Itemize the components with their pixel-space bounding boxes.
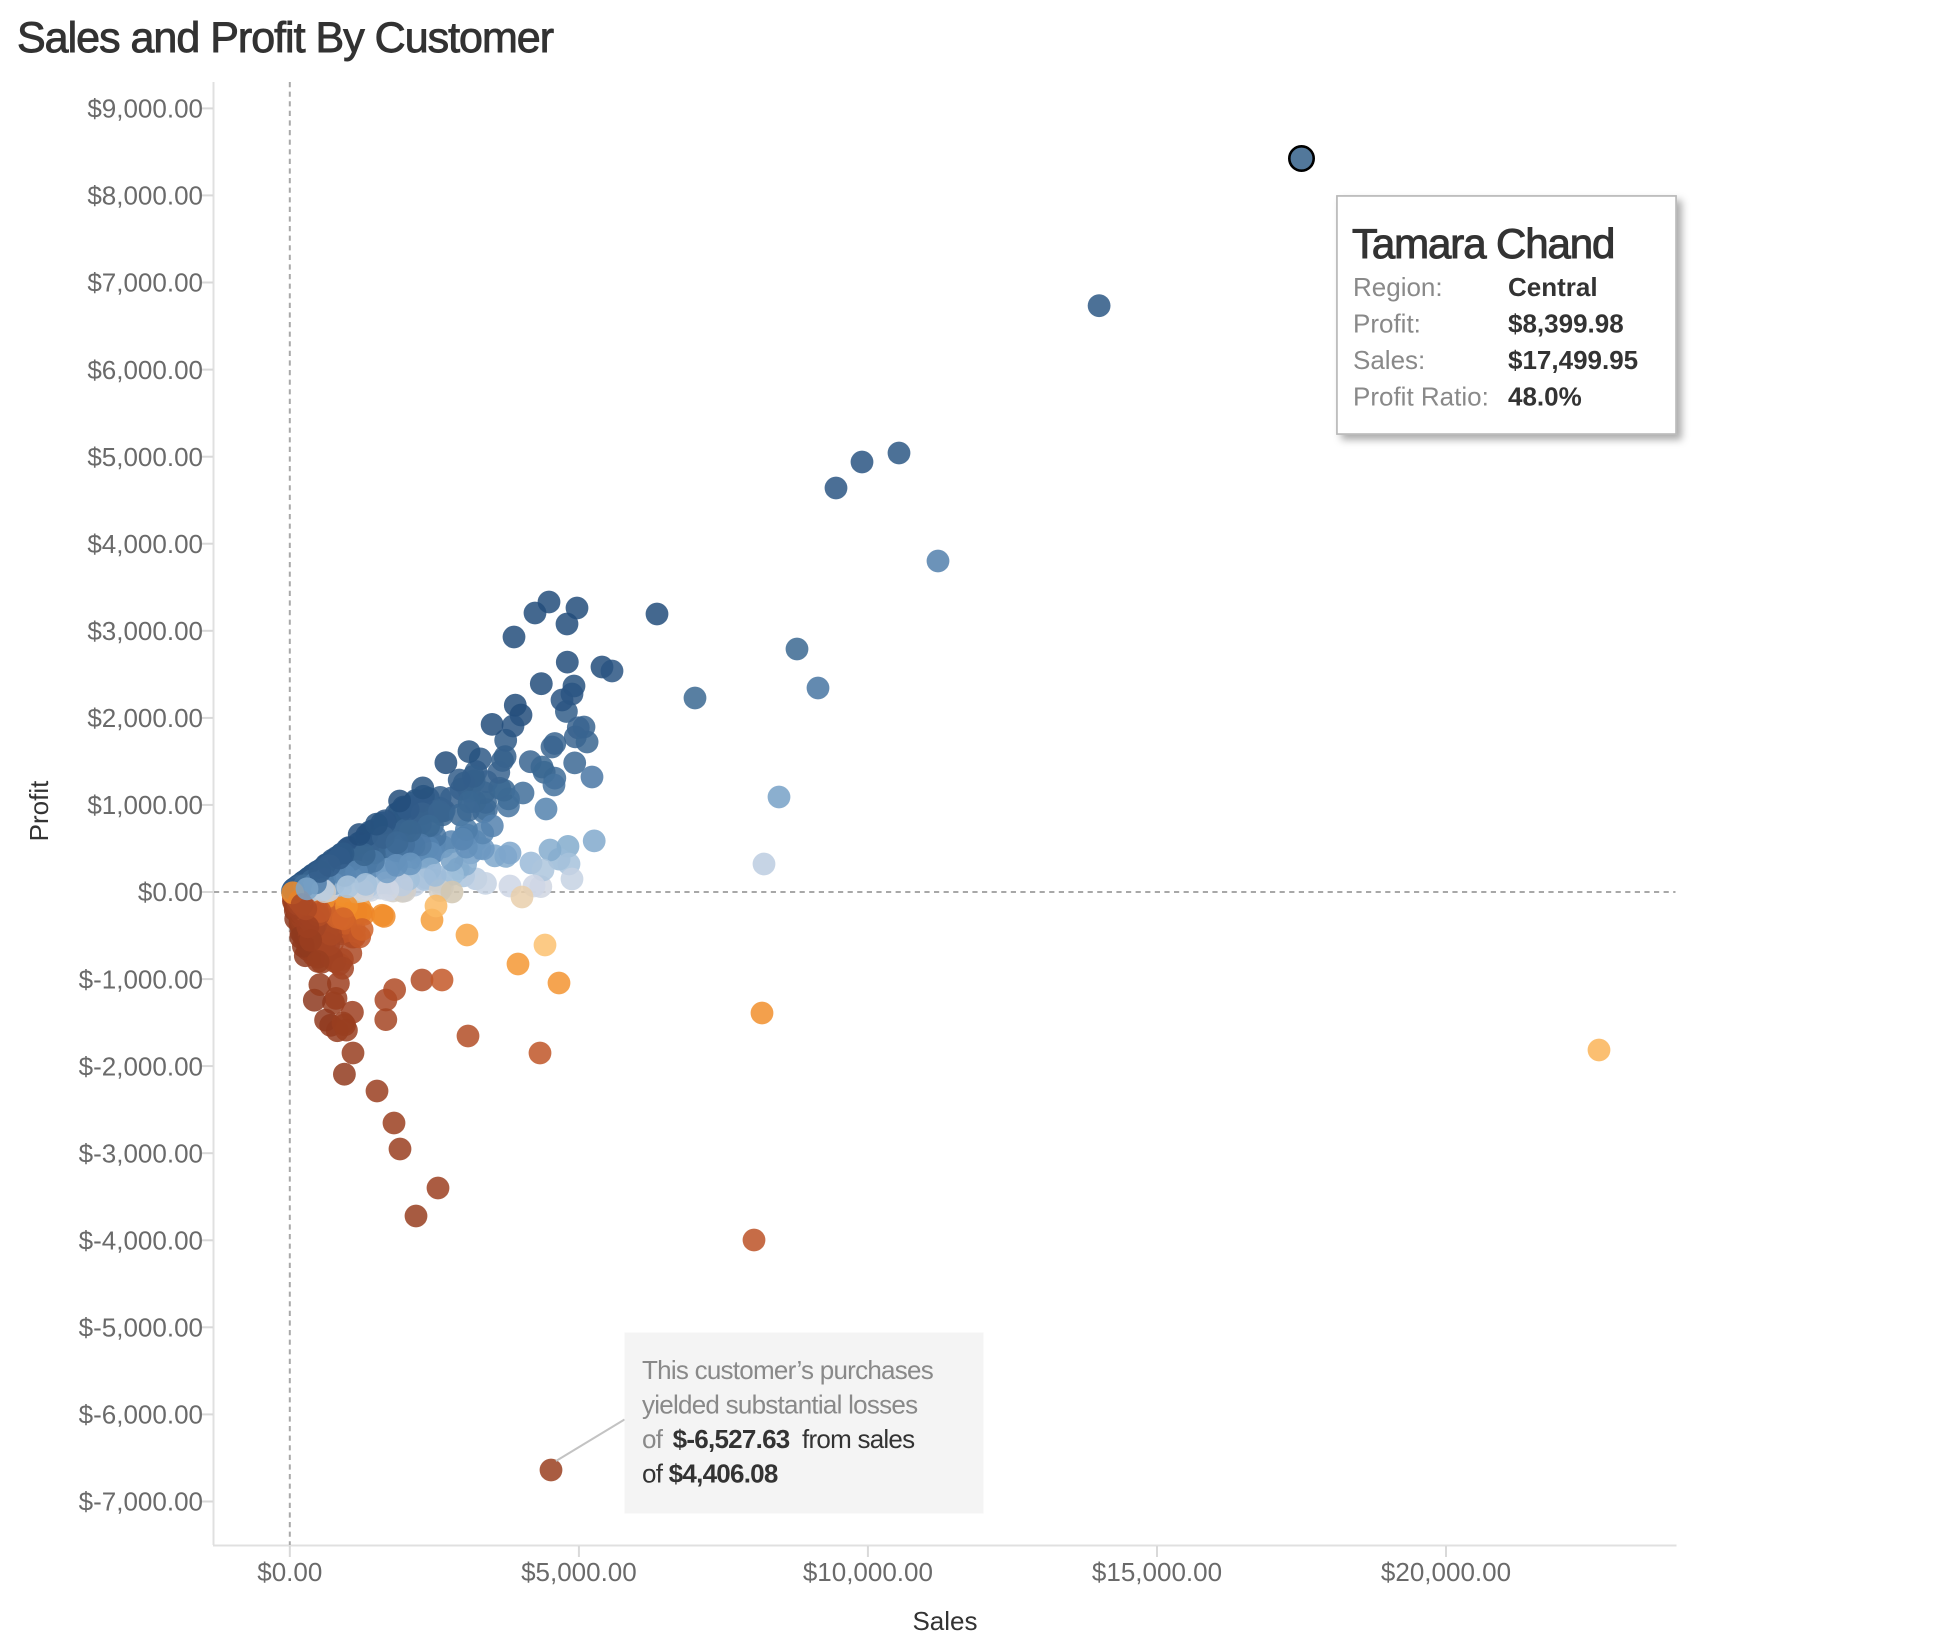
svg-text:$6,000.00: $6,000.00: [87, 355, 203, 385]
svg-text:$8,000.00: $8,000.00: [87, 181, 203, 211]
svg-text:$5,000.00: $5,000.00: [521, 1557, 637, 1587]
svg-text:Sales and Profit By Customer: Sales and Profit By Customer: [17, 14, 554, 62]
svg-text:Tamara Chand: Tamara Chand: [1352, 220, 1614, 267]
svg-text:$15,000.00: $15,000.00: [1092, 1557, 1222, 1587]
svg-text:$20,000.00: $20,000.00: [1381, 1557, 1511, 1587]
svg-text:$9,000.00: $9,000.00: [87, 94, 203, 124]
svg-text:48.0%: 48.0%: [1508, 382, 1582, 412]
svg-text:$-3,000.00: $-3,000.00: [79, 1138, 203, 1168]
svg-text:Sales: Sales: [912, 1606, 977, 1636]
svg-text:$-1,000.00: $-1,000.00: [79, 964, 203, 994]
svg-text:$10,000.00: $10,000.00: [803, 1557, 933, 1587]
svg-text:$-6,000.00: $-6,000.00: [79, 1400, 203, 1430]
svg-text:$3,000.00: $3,000.00: [87, 616, 203, 646]
svg-text:$17,499.95: $17,499.95: [1508, 345, 1638, 375]
svg-text:Central: Central: [1508, 272, 1598, 302]
svg-text:$-4,000.00: $-4,000.00: [79, 1226, 203, 1256]
svg-text:$5,000.00: $5,000.00: [87, 442, 203, 472]
svg-text:Profit Ratio:: Profit Ratio:: [1353, 382, 1489, 412]
svg-text:Profit: Profit: [24, 780, 54, 841]
svg-text:$2,000.00: $2,000.00: [87, 703, 203, 733]
svg-text:of $4,406.08: of $4,406.08: [642, 1459, 778, 1489]
svg-text:of $-6,527.63 from sales: of $-6,527.63 from sales: [642, 1424, 915, 1454]
svg-text:Sales:: Sales:: [1353, 345, 1425, 375]
svg-text:$-2,000.00: $-2,000.00: [79, 1051, 203, 1081]
svg-text:$0.00: $0.00: [138, 877, 203, 907]
svg-text:$4,000.00: $4,000.00: [87, 529, 203, 559]
svg-text:Profit:: Profit:: [1353, 309, 1421, 339]
svg-text:$1,000.00: $1,000.00: [87, 790, 203, 820]
svg-text:yielded substantial losses: yielded substantial losses: [642, 1390, 918, 1420]
svg-text:This customer’s purchases: This customer’s purchases: [642, 1355, 934, 1385]
svg-text:$0.00: $0.00: [257, 1557, 322, 1587]
svg-text:$7,000.00: $7,000.00: [87, 268, 203, 298]
svg-text:Region:: Region:: [1353, 272, 1443, 302]
svg-text:$8,399.98: $8,399.98: [1508, 309, 1624, 339]
svg-text:$-7,000.00: $-7,000.00: [79, 1487, 203, 1517]
svg-text:$-5,000.00: $-5,000.00: [79, 1313, 203, 1343]
